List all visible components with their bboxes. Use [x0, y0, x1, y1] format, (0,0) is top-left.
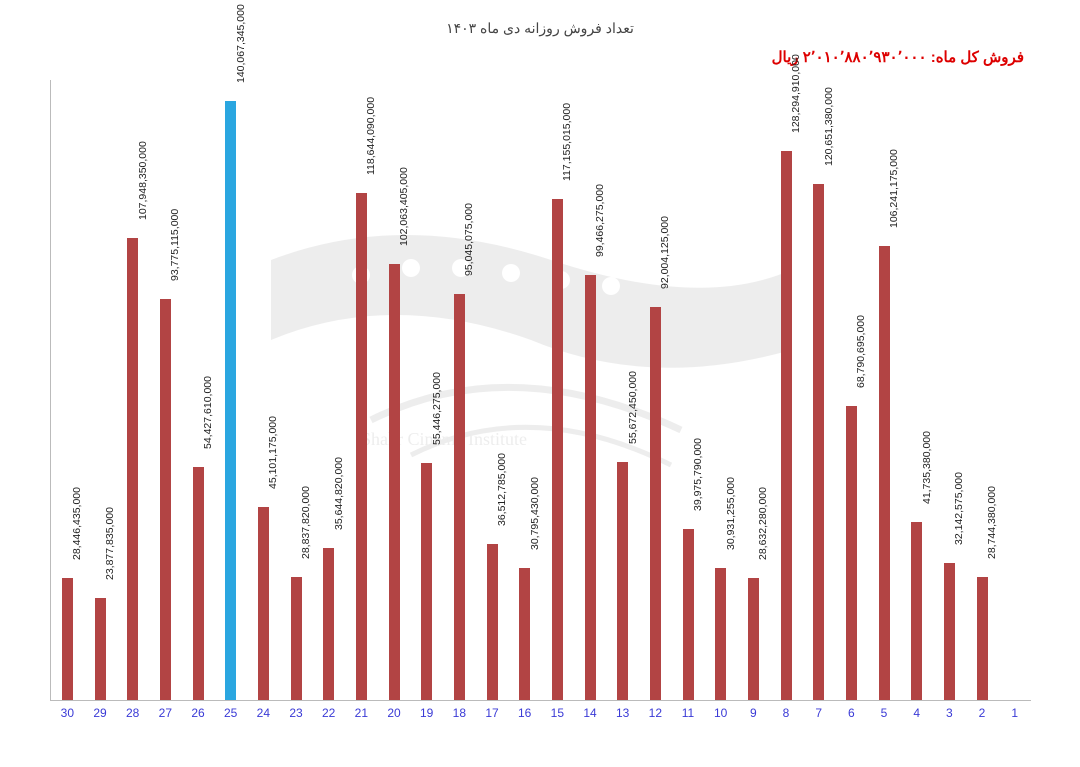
- x-axis-label: 21: [349, 706, 373, 720]
- chart-total-label: فروش کل ماه: ۲٬۰۱۰٬۸۸۰٬۹۳۰٬۰۰۰ ریال: [772, 48, 1024, 66]
- chart-title: تعداد فروش روزانه دی ماه ۱۴۰۳: [50, 20, 1030, 37]
- bar-day-3: [944, 563, 955, 700]
- bar-value-label: 30,931,255,000: [725, 477, 737, 550]
- bar-day-26: [193, 467, 204, 700]
- bar-value-label: 118,644,090,000: [365, 97, 377, 175]
- x-axis-label: 28: [121, 706, 145, 720]
- bar-value-label: 35,644,820,000: [333, 457, 345, 530]
- x-axis-label: 23: [284, 706, 308, 720]
- x-axis-label: 26: [186, 706, 210, 720]
- x-axis-label: 6: [839, 706, 863, 720]
- x-axis-label: 3: [937, 706, 961, 720]
- bar-day-28: [127, 238, 138, 700]
- x-axis-label: 19: [415, 706, 439, 720]
- bar-value-label: 95,045,075,000: [463, 203, 475, 276]
- x-axis-label: 1: [1003, 706, 1027, 720]
- bar-day-13: [617, 462, 628, 700]
- plot-area: Shahr Cinema Institute 28,446,435,000 23,…: [50, 80, 1031, 701]
- bar-value-label: 128,294,910,000: [790, 55, 802, 134]
- bar-value-label: 28,446,435,000: [71, 487, 83, 560]
- bar-value-label: 39,975,790,000: [692, 438, 704, 511]
- bar-value-label: 99,466,275,000: [594, 184, 606, 257]
- bar-day-2: [977, 577, 988, 700]
- bar-day-16: [519, 568, 530, 700]
- x-axis-label: 22: [317, 706, 341, 720]
- bar-day-10: [715, 568, 726, 700]
- sales-bar-chart: تعداد فروش روزانه دی ماه ۱۴۰۳ فروش کل ما…: [50, 20, 1030, 740]
- x-axis-label: 8: [774, 706, 798, 720]
- bar-value-label: 92,004,125,000: [659, 216, 671, 289]
- x-axis-label: 9: [741, 706, 765, 720]
- x-axis-label: 17: [480, 706, 504, 720]
- x-axis-label: 12: [643, 706, 667, 720]
- bar-value-label: 28,837,820,000: [300, 486, 312, 559]
- bar-value-label: 36,512,785,000: [496, 453, 508, 526]
- x-axis-label: 27: [153, 706, 177, 720]
- x-axis-label: 20: [382, 706, 406, 720]
- bar-day-6: [846, 406, 857, 700]
- bar-day-23: [291, 577, 302, 700]
- bar-value-label: 106,241,175,000: [888, 149, 900, 228]
- svg-text:Shahr Cinema Institute: Shahr Cinema Institute: [361, 429, 527, 449]
- bar-day-25: [225, 101, 236, 700]
- x-axis-label: 10: [709, 706, 733, 720]
- bar-day-19: [421, 463, 432, 700]
- x-axis-label: 29: [88, 706, 112, 720]
- bar-day-21: [356, 193, 367, 700]
- x-axis-label: 2: [970, 706, 994, 720]
- bar-day-7: [813, 184, 824, 700]
- x-axis-label: 25: [219, 706, 243, 720]
- bar-value-label: 55,446,275,000: [431, 372, 443, 445]
- bar-day-30: [62, 578, 73, 700]
- bar-value-label: 107,948,350,000: [137, 142, 149, 221]
- x-axis-label: 14: [578, 706, 602, 720]
- bar-day-17: [487, 544, 498, 700]
- bar-value-label: 140,067,345,000: [235, 4, 247, 83]
- x-axis-label: 15: [545, 706, 569, 720]
- bar-day-8: [781, 151, 792, 700]
- bar-day-4: [911, 522, 922, 700]
- bar-value-label: 23,877,835,000: [104, 507, 116, 580]
- x-axis-label: 16: [513, 706, 537, 720]
- bar-day-27: [160, 299, 171, 700]
- bar-value-label: 32,142,575,000: [953, 472, 965, 545]
- bar-day-12: [650, 307, 661, 700]
- bar-value-label: 120,651,380,000: [823, 87, 835, 166]
- bar-day-9: [748, 578, 759, 700]
- bar-value-label: 45,101,175,000: [267, 416, 279, 489]
- x-axis-label: 4: [905, 706, 929, 720]
- bar-value-label: 102,063,405,000: [398, 167, 410, 246]
- bar-day-11: [683, 529, 694, 700]
- bar-day-22: [323, 548, 334, 700]
- bar-value-label: 54,427,610,000: [202, 376, 214, 449]
- x-axis-label: 7: [807, 706, 831, 720]
- bar-day-24: [258, 507, 269, 700]
- bar-value-label: 68,790,695,000: [855, 315, 867, 388]
- x-axis-label: 5: [872, 706, 896, 720]
- bar-value-label: 30,795,430,000: [529, 477, 541, 550]
- x-axis-label: 13: [611, 706, 635, 720]
- bar-value-label: 41,735,380,000: [921, 431, 933, 504]
- bar-value-label: 28,632,280,000: [757, 487, 769, 560]
- bar-day-18: [454, 294, 465, 700]
- bar-day-20: [389, 264, 400, 700]
- x-axis-label: 11: [676, 706, 700, 720]
- bar-value-label: 28,744,380,000: [986, 486, 998, 559]
- bar-day-15: [552, 199, 563, 700]
- bar-day-29: [95, 598, 106, 700]
- x-axis-label: 30: [55, 706, 79, 720]
- x-axis-label: 18: [447, 706, 471, 720]
- bar-value-label: 55,672,450,000: [627, 371, 639, 444]
- bar-day-5: [879, 246, 890, 700]
- bar-day-14: [585, 275, 596, 700]
- x-axis-label: 24: [251, 706, 275, 720]
- bar-value-label: 117,155,015,000: [561, 103, 573, 181]
- bar-value-label: 93,775,115,000: [169, 209, 181, 281]
